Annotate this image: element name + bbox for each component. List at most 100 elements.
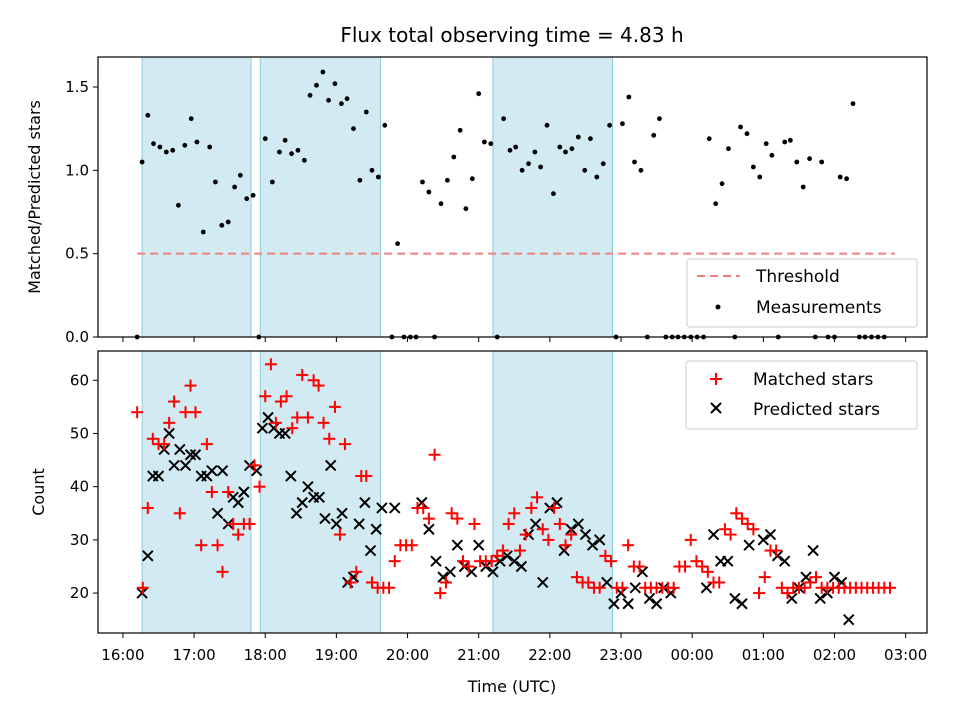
measurement-point bbox=[139, 159, 145, 165]
matched-star-point bbox=[565, 528, 578, 541]
predicted-star-point bbox=[262, 411, 274, 424]
top-shade-2 bbox=[492, 56, 613, 338]
bottom-panel: 20 30 40 50 60 16:00 17:00 18:00 19:00 20:00 21:0… bbox=[29, 350, 928, 696]
bottom-x-tick-label: 02:00 bbox=[813, 646, 856, 664]
predicted-star-point bbox=[487, 566, 499, 578]
measurement-point bbox=[351, 126, 356, 132]
predicted-stroke bbox=[572, 518, 585, 530]
measurement-point bbox=[657, 116, 662, 122]
measurement-point bbox=[763, 141, 769, 147]
predicted-star-point bbox=[290, 507, 303, 519]
predicted-star-point bbox=[707, 528, 720, 541]
matched-star-point bbox=[741, 517, 754, 530]
predicted-star-point bbox=[700, 582, 713, 594]
matched-star-point bbox=[781, 587, 794, 600]
matched-star-point bbox=[296, 368, 309, 381]
matched-star-point bbox=[280, 390, 293, 403]
predicted-star-point bbox=[423, 523, 435, 535]
matched-star-point bbox=[184, 379, 197, 392]
measurement-point bbox=[295, 147, 301, 153]
measurement-point bbox=[262, 136, 268, 142]
predicted-stroke bbox=[290, 507, 303, 519]
predicted-star-point bbox=[256, 422, 269, 434]
matched-star-point bbox=[243, 517, 256, 530]
measurement-point bbox=[395, 241, 400, 247]
measurement-point bbox=[163, 149, 169, 155]
matched-star-point bbox=[195, 539, 208, 552]
matched-star-point bbox=[701, 565, 714, 578]
matched-star-point bbox=[570, 571, 583, 584]
predicted-star-point bbox=[179, 459, 192, 472]
predicted-star-point bbox=[807, 544, 819, 557]
measurement-point bbox=[782, 139, 788, 145]
bottom-shade-2 bbox=[492, 350, 613, 634]
bottom-shade-0 bbox=[141, 350, 252, 634]
matched-star-point bbox=[405, 539, 418, 552]
predicted-stroke bbox=[211, 507, 224, 519]
measurement-point bbox=[750, 164, 756, 170]
measurement-point bbox=[237, 172, 243, 178]
measurement-point bbox=[476, 91, 482, 97]
predicted-star-point bbox=[650, 598, 663, 610]
predicted-stroke bbox=[501, 550, 513, 562]
predicted-stroke bbox=[370, 523, 382, 535]
bottom-y-tick-label: 40 bbox=[70, 478, 89, 496]
matched-star-point bbox=[633, 560, 646, 573]
bottom-legend: Matched stars Predicted stars bbox=[685, 360, 918, 430]
predicted-stroke bbox=[324, 459, 337, 472]
matched-star-point bbox=[205, 486, 218, 498]
predicted-star-point bbox=[579, 528, 592, 541]
matched-star-point bbox=[222, 486, 235, 498]
bottom-x-tick-label: 20:00 bbox=[386, 646, 429, 664]
measurement-point bbox=[844, 176, 849, 182]
predicted-star-point bbox=[757, 534, 770, 546]
top-x-ticks bbox=[122, 337, 907, 342]
predicted-stroke bbox=[615, 587, 627, 599]
measurement-point bbox=[170, 147, 176, 153]
predicted-stroke bbox=[814, 592, 826, 605]
matched-star-point bbox=[758, 571, 771, 584]
predicted-stroke bbox=[707, 528, 720, 541]
measurement-point bbox=[513, 144, 519, 150]
measurement-point bbox=[344, 96, 350, 102]
predicted-stroke bbox=[296, 496, 308, 509]
predicted-stroke bbox=[494, 555, 506, 567]
measurement-point bbox=[207, 144, 213, 150]
predicted-stroke bbox=[336, 507, 348, 519]
bottom-legend-box bbox=[685, 360, 918, 430]
predicted-star-point bbox=[189, 449, 202, 461]
matched-star-point bbox=[350, 565, 363, 578]
measurement-point bbox=[807, 156, 812, 162]
measurement-point bbox=[526, 161, 531, 167]
measurement-point bbox=[420, 179, 425, 185]
predicted-star-point bbox=[330, 518, 343, 530]
bottom-x-tick-label: 16:00 bbox=[101, 646, 144, 664]
matched-star-point bbox=[559, 539, 572, 552]
legend-measurements-label: Measurements bbox=[756, 298, 882, 318]
matched-star-point bbox=[259, 390, 272, 403]
matched-star-point bbox=[232, 528, 245, 541]
predicted-stroke bbox=[843, 613, 855, 626]
predicted-star-point bbox=[206, 465, 218, 477]
predicted-stroke bbox=[743, 539, 755, 551]
predicted-star-point bbox=[736, 598, 748, 610]
matched-star-point bbox=[724, 528, 737, 541]
measurement-point bbox=[444, 177, 450, 183]
matched-star-point bbox=[496, 544, 509, 557]
matched-star-point bbox=[513, 544, 526, 557]
matched-star-point bbox=[131, 406, 144, 419]
predicted-stroke bbox=[508, 555, 520, 567]
measurement-point bbox=[382, 122, 388, 128]
predicted-star-point bbox=[430, 555, 442, 567]
measurement-point bbox=[320, 69, 326, 75]
measurement-point bbox=[219, 222, 225, 228]
measurement-point bbox=[357, 177, 363, 183]
legend-measurements-swatch bbox=[715, 304, 721, 310]
measurement-point bbox=[507, 147, 513, 153]
matched-star-point bbox=[163, 416, 176, 429]
matched-star-point bbox=[333, 528, 346, 541]
matched-star-point bbox=[747, 523, 760, 536]
matched-stars-points bbox=[131, 358, 896, 600]
predicted-stroke bbox=[313, 491, 326, 504]
predicted-star-point bbox=[313, 491, 326, 504]
